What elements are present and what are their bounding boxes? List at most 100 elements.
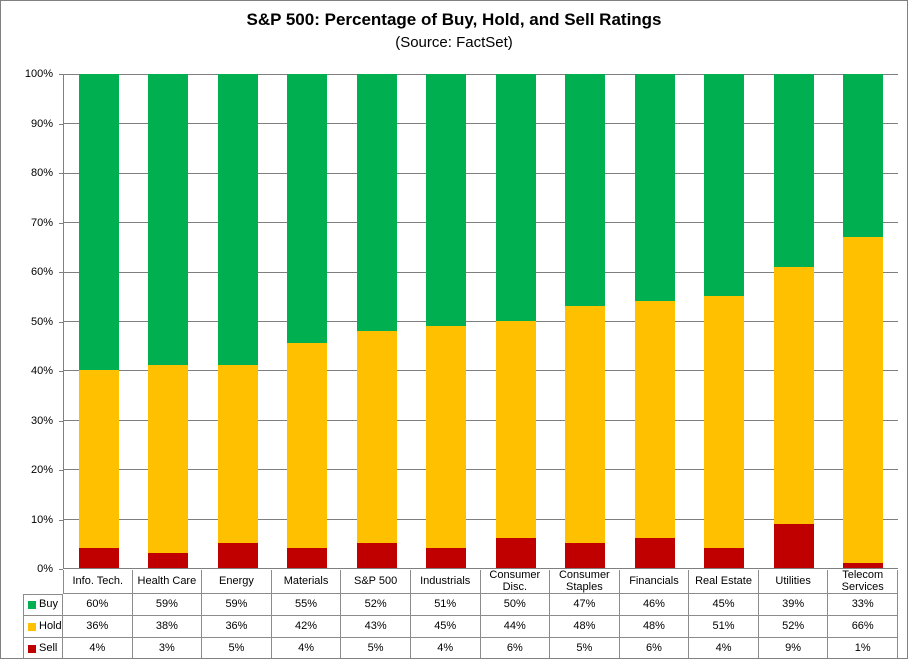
- bar-segment-sell: [495, 538, 536, 568]
- bar-stack: [495, 74, 536, 568]
- table-value-sell-8: 6%: [620, 638, 690, 658]
- bar-segment-hold: [78, 370, 119, 549]
- table-value-buy-11: 33%: [828, 594, 898, 616]
- category-label-0: Info. Tech.: [63, 570, 133, 594]
- table-value-sell-0: 4%: [63, 638, 133, 658]
- bar-segment-sell: [148, 553, 189, 568]
- bar-segment-hold: [426, 325, 467, 549]
- table-value-buy-0: 60%: [63, 594, 133, 616]
- table-value-hold-7: 48%: [550, 616, 620, 638]
- bar-segment-buy: [287, 74, 328, 343]
- bar-segment-buy: [634, 74, 675, 302]
- gridline-100: [64, 74, 898, 75]
- y-axis-tick-mark-70: [59, 222, 63, 224]
- bar-column-9: [690, 74, 760, 568]
- table-value-sell-10: 9%: [759, 638, 829, 658]
- chart-title: S&P 500: Percentage of Buy, Hold, and Se…: [246, 10, 662, 29]
- bar-column-2: [203, 74, 273, 568]
- category-label-1: Health Care: [132, 570, 203, 594]
- table-value-buy-6: 50%: [480, 594, 551, 616]
- bar-segment-hold: [495, 321, 536, 539]
- table-value-sell-3: 4%: [272, 638, 342, 658]
- bar-column-5: [412, 74, 482, 568]
- table-value-hold-8: 48%: [619, 616, 690, 638]
- bar-segment-buy: [78, 74, 119, 371]
- plot-area: [63, 74, 898, 569]
- y-axis-tick-mark-100: [59, 74, 63, 75]
- table-value-hold-10: 52%: [758, 616, 829, 638]
- y-axis: 100% 90% 80% 70% 60% 50% 40% 30% 20% 10% 0%: [1, 68, 63, 575]
- gridline-40: [64, 370, 898, 372]
- bar-segment-buy: [843, 74, 884, 238]
- table-value-sell-5: 4%: [411, 638, 481, 658]
- bar-segment-hold: [843, 237, 884, 564]
- table-value-buy-8: 46%: [619, 594, 690, 616]
- bar-column-4: [342, 74, 412, 568]
- bar-segment-sell: [287, 548, 328, 568]
- bar-column-8: [620, 74, 690, 568]
- legend-swatch-hold-icon: [28, 622, 36, 631]
- gridline-70: [64, 222, 898, 224]
- table-value-hold-6: 44%: [480, 616, 551, 638]
- table-value-buy-4: 52%: [341, 594, 411, 616]
- bar-stack: [78, 74, 119, 568]
- gridline-30: [64, 419, 898, 421]
- table-value-sell-11: 1%: [828, 638, 898, 658]
- bar-segment-sell: [704, 548, 745, 568]
- table-value-hold-3: 42%: [271, 616, 342, 638]
- y-axis-tick-mark-50: [59, 321, 63, 323]
- y-axis-tick-label-70: 70%: [30, 216, 53, 229]
- y-axis-tick-label-30: 30%: [30, 414, 53, 427]
- bar-segment-buy: [773, 74, 814, 267]
- bar-segment-sell: [78, 548, 119, 568]
- y-axis-tick-label-60: 60%: [30, 266, 53, 278]
- bar-column-11: [829, 74, 899, 568]
- category-label-8: Financials: [619, 570, 690, 594]
- bar-stack: [843, 74, 884, 568]
- table-value-hold-1: 38%: [132, 616, 203, 638]
- y-axis-tick-mark-0: [59, 569, 63, 570]
- y-axis-tick-mark-60: [59, 272, 63, 273]
- y-axis-tick-label-40: 40%: [30, 365, 53, 377]
- bar-segment-sell: [843, 563, 884, 568]
- y-axis-tick-mark-90: [59, 123, 63, 125]
- bar-segment-sell: [426, 548, 467, 568]
- legend-swatch-sell-icon: [28, 644, 36, 653]
- bar-segment-sell: [217, 543, 258, 568]
- table-value-hold-11: 66%: [828, 616, 898, 638]
- gridline-90: [64, 123, 898, 125]
- gridline-10: [64, 518, 898, 520]
- category-label-7: Consumer Staples: [550, 570, 620, 594]
- table-value-buy-7: 47%: [550, 594, 620, 616]
- table-corner-cell: [23, 570, 63, 594]
- table-value-sell-4: 5%: [341, 638, 411, 658]
- category-label-10: Utilities: [758, 570, 829, 594]
- bar-stack: [148, 74, 189, 568]
- table-value-hold-5: 45%: [410, 616, 481, 638]
- bar-stack: [287, 74, 328, 568]
- y-axis-tick-label-90: 90%: [30, 117, 53, 130]
- category-label-5: Industrials: [410, 570, 481, 594]
- legend-label-hold: Hold: [39, 619, 62, 632]
- bar-segment-buy: [495, 74, 536, 321]
- bars-layer: [64, 74, 898, 568]
- bar-stack: [217, 74, 258, 568]
- legend-label-buy: Buy: [39, 598, 58, 611]
- bar-column-6: [481, 74, 551, 568]
- table-value-sell-7: 5%: [550, 638, 620, 658]
- bar-column-7: [551, 74, 621, 568]
- bar-stack: [704, 74, 745, 568]
- y-axis-tick-mark-20: [59, 470, 63, 471]
- gridline-60: [64, 271, 898, 273]
- legend-key-sell: Sell: [23, 638, 63, 658]
- gridline-80: [64, 172, 898, 174]
- bar-segment-buy: [217, 74, 258, 366]
- table-value-buy-3: 55%: [271, 594, 342, 616]
- table-value-buy-5: 51%: [410, 594, 481, 616]
- bar-segment-buy: [148, 74, 189, 366]
- bar-segment-buy: [356, 74, 397, 331]
- bar-segment-hold: [287, 343, 328, 549]
- bar-segment-sell: [773, 523, 814, 568]
- table-value-hold-2: 36%: [202, 616, 272, 638]
